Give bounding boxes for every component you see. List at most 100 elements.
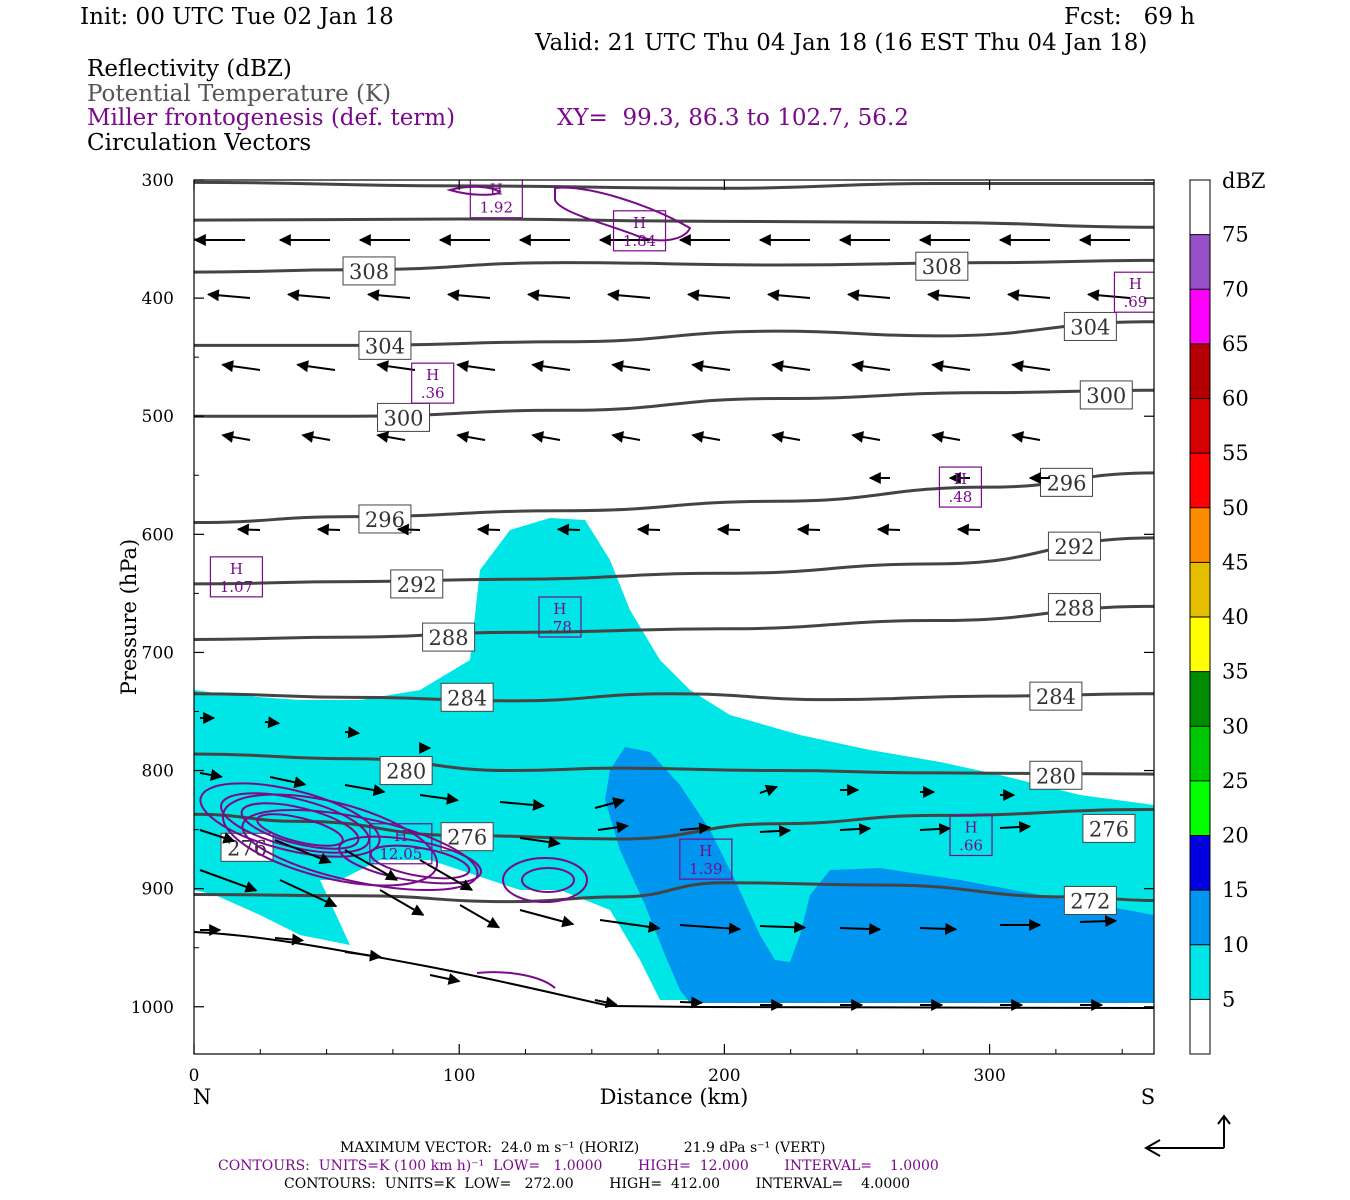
circulation-vector <box>379 889 425 916</box>
circulation-vector <box>199 869 258 893</box>
frontogenesis-contour <box>221 793 439 887</box>
circulation-vector <box>344 784 386 796</box>
circulation-vector <box>199 829 236 844</box>
circulation-vector <box>851 431 881 443</box>
frontogenesis-max-value: 1.92 <box>480 199 513 217</box>
frontogenesis-contour <box>338 835 482 885</box>
frontogenesis-maxima: H1.92H1.84H.69H.36H.48H1.07H.78H12.05H.6… <box>209 180 1154 880</box>
legend-potential-temperature: Potential Temperature (K) <box>87 81 392 107</box>
circulation-vector <box>274 933 305 946</box>
colorbar-level-label: 15 <box>1222 878 1249 902</box>
frontogenesis-max-marker: H <box>394 827 407 845</box>
theta-contour-label: 284 <box>447 686 487 710</box>
circulation-vector <box>594 797 626 809</box>
circulation-vector <box>771 360 811 373</box>
theta-label-box <box>1063 311 1117 341</box>
frontogenesis-max-value: 1.39 <box>689 860 722 878</box>
frontogenesis-max-marker: H <box>954 470 967 488</box>
theta-contour-label: 296 <box>1046 471 1086 495</box>
colorbar-level-label: 50 <box>1222 496 1249 520</box>
circulation-vectors <box>194 234 1131 1011</box>
circulation-vector <box>199 769 223 781</box>
theta-contour-label: 292 <box>1054 535 1094 559</box>
theta-label-box <box>379 756 433 786</box>
y-tick-label: 400 <box>142 289 174 309</box>
theta-contour-label: 272 <box>1070 889 1110 913</box>
circulation-vector <box>686 289 731 302</box>
frontogenesis-max-marker: H <box>490 181 503 199</box>
circulation-vector <box>597 821 629 834</box>
theta-label-box <box>1082 813 1136 843</box>
colorbar-level-label: 35 <box>1222 660 1249 684</box>
circulation-vector <box>301 431 331 443</box>
colorbar-level-label: 65 <box>1222 332 1249 356</box>
theta-contour-label: 292 <box>397 573 437 597</box>
circulation-vector <box>796 523 821 536</box>
colorbar-level-label: 70 <box>1222 277 1249 301</box>
colorbar-level-label: 55 <box>1222 441 1249 465</box>
ground-surface-line <box>194 931 1154 1009</box>
circulation-vector <box>999 821 1032 833</box>
circulation-vector <box>366 289 411 302</box>
y-tick-label: 1000 <box>131 998 174 1018</box>
circulation-vector <box>446 289 491 302</box>
theta-label-box <box>342 256 396 286</box>
colorbar-swatch <box>1190 671 1210 727</box>
frontogenesis-max-box <box>538 596 582 638</box>
circulation-vector <box>296 360 336 373</box>
frontogenesis-max-marker: H <box>426 366 439 384</box>
circulation-vector <box>759 784 779 797</box>
frontogenesis-contour-note: CONTOURS: UNITS=K (100 km h)⁻¹ LOW= 1.00… <box>218 1158 939 1174</box>
colorbar-swatch <box>1190 835 1210 891</box>
frontogenesis-max-marker: H <box>230 560 243 578</box>
colorbar-swatch <box>1190 507 1210 563</box>
colorbar-level-label: 45 <box>1222 550 1249 574</box>
theta-label-box <box>1029 760 1083 790</box>
x-tick-label: 100 <box>443 1066 475 1086</box>
colorbar-level-label: 5 <box>1222 987 1235 1011</box>
frontogenesis-max-value: 1.07 <box>220 578 253 596</box>
circulation-vector <box>1006 289 1051 302</box>
frontogenesis-max-value: 1.84 <box>623 232 656 250</box>
frontogenesis-max-box <box>938 466 983 508</box>
circulation-vector <box>636 523 661 536</box>
colorbar: 5 10 15 20 25 30 35 40 45 50 55 60 65 70 75 <box>1189 179 1249 1055</box>
circulation-vector <box>279 879 338 908</box>
circulation-vector <box>459 904 501 929</box>
circulation-vector <box>679 996 704 1009</box>
colorbar-swatch <box>1190 999 1210 1054</box>
circulation-vector <box>611 431 641 443</box>
theta-contour-line <box>194 752 1154 776</box>
circulation-vector <box>344 949 382 962</box>
circulation-vector <box>221 360 261 373</box>
circulation-vector <box>716 523 741 536</box>
circulation-vector <box>419 792 459 805</box>
colorbar-swatch <box>1190 398 1210 454</box>
theta-label-box <box>1047 531 1101 561</box>
theta-label-box <box>358 330 412 360</box>
circulation-vector <box>1079 915 1118 928</box>
theta-contour-label: 304 <box>1070 315 1110 339</box>
circulation-vector <box>1086 289 1131 302</box>
circulation-vector <box>766 289 811 302</box>
y-tick-label: 600 <box>142 525 174 545</box>
frontogenesis-max-box <box>369 823 433 865</box>
forecast-hour: Fcst: 69 h <box>1064 4 1195 30</box>
circulation-vector <box>931 360 971 373</box>
circulation-vector <box>344 849 399 881</box>
frontogenesis-contour <box>554 186 692 242</box>
theta-contour-label: 304 <box>365 334 405 358</box>
circulation-vector <box>691 431 721 443</box>
frontogenesis-max-value: .66 <box>959 837 983 855</box>
frontogenesis-max-marker: H <box>699 842 712 860</box>
theta-contour-line <box>194 320 1154 347</box>
theta-contour-label: 284 <box>1036 685 1076 709</box>
y-tick-label: 700 <box>142 643 174 663</box>
colorbar-level-label: 20 <box>1222 824 1249 848</box>
theta-contour-label: 308 <box>922 255 962 279</box>
theta-label-box <box>422 622 476 652</box>
circulation-vector <box>599 919 661 933</box>
theta-label-box <box>1063 885 1117 915</box>
theta-contour-line <box>194 881 1154 904</box>
